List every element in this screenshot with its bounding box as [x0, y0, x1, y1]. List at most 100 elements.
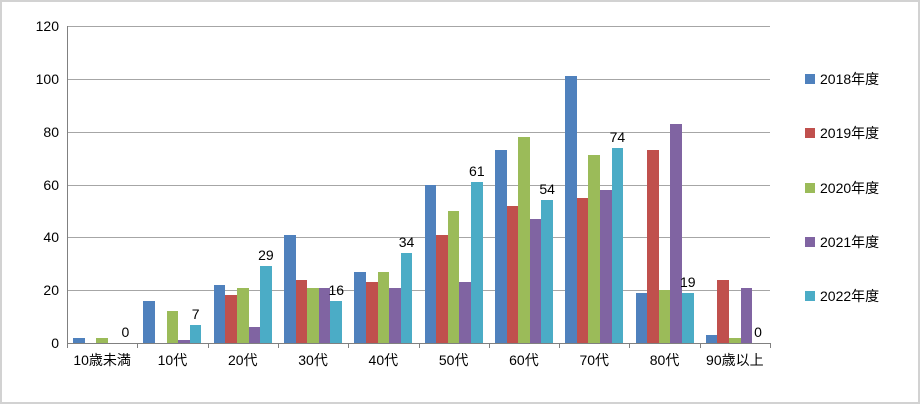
y-axis-tick-label: 20	[43, 282, 59, 299]
bar	[459, 282, 472, 343]
bar	[400, 253, 413, 343]
bar	[307, 287, 319, 343]
bar	[178, 340, 190, 343]
bar	[225, 295, 237, 343]
bar	[295, 279, 308, 343]
bar	[284, 234, 296, 343]
y-axis-tick-label: 80	[43, 123, 59, 140]
bar	[611, 147, 624, 343]
bar-value-label: 61	[469, 162, 485, 179]
legend-color-swatch	[805, 182, 815, 193]
bar	[166, 311, 179, 343]
gridline	[67, 184, 770, 186]
legend-color-swatch	[805, 291, 815, 302]
legend-color-swatch	[805, 74, 815, 84]
bar	[377, 271, 390, 343]
bar	[647, 150, 659, 343]
x-axis-category-label: 90歳以上	[706, 352, 764, 368]
bar	[529, 218, 542, 343]
legend-color-swatch	[805, 128, 815, 139]
legend-color-swatch	[805, 236, 815, 247]
bar-value-label: 7	[191, 305, 200, 322]
bar	[658, 290, 671, 343]
bar	[705, 335, 718, 343]
y-axis-line	[67, 26, 68, 343]
x-axis-tick	[277, 344, 279, 348]
legend-item: 2019年度	[805, 125, 879, 141]
legend-label: 2020年度	[820, 179, 880, 196]
bar	[354, 271, 366, 343]
bar	[600, 189, 612, 343]
x-axis-tick	[137, 344, 139, 348]
bar	[471, 181, 483, 343]
bar	[576, 197, 589, 343]
x-axis-category-label: 10歳未満	[73, 352, 131, 368]
bar	[635, 292, 648, 343]
bar	[541, 200, 553, 343]
bar	[494, 150, 507, 343]
x-axis-category-label: 20代	[227, 352, 258, 368]
legend-item: 2018年度	[805, 71, 879, 87]
bar-value-label: 0	[754, 324, 762, 340]
bar	[318, 287, 331, 343]
y-axis-tick-label: 100	[35, 70, 59, 87]
bar	[213, 284, 226, 343]
x-axis-tick	[348, 344, 350, 348]
bar-value-label: 0	[121, 324, 130, 340]
x-axis-category-label: 30代	[298, 352, 328, 368]
bar	[330, 300, 343, 343]
x-axis-category-label: 40代	[368, 352, 399, 368]
x-axis-tick	[418, 344, 420, 348]
bar	[729, 337, 741, 343]
bar	[236, 287, 249, 343]
y-axis-tick-label: 0	[51, 335, 59, 351]
x-axis-category-label: 70代	[579, 352, 610, 368]
gridline	[67, 26, 770, 27]
bar	[506, 205, 519, 343]
x-axis-line	[67, 343, 771, 344]
gridline	[67, 237, 770, 239]
legend-item: 2021年度	[805, 234, 879, 250]
x-axis-category-label: 80代	[649, 352, 680, 368]
bar	[588, 155, 601, 343]
bar	[447, 210, 460, 343]
bar-value-label: 29	[258, 247, 274, 264]
bar-value-label: 16	[328, 281, 345, 298]
bar	[189, 324, 202, 343]
x-axis-tick	[770, 344, 771, 348]
legend-label: 2021年度	[820, 233, 880, 250]
gridline	[67, 78, 770, 80]
bar	[389, 287, 401, 343]
bar	[365, 282, 378, 343]
gridline	[67, 131, 770, 133]
x-axis-tick	[207, 344, 209, 348]
bar	[518, 136, 530, 343]
bar	[740, 287, 753, 343]
bar-value-label: 74	[609, 128, 626, 145]
legend-item: 2022年度	[805, 288, 879, 304]
gridline	[67, 290, 770, 292]
x-axis-tick	[488, 344, 490, 348]
bar	[565, 76, 577, 343]
legend-label: 2018年度	[820, 71, 880, 87]
x-axis-category-label: 10代	[157, 352, 188, 368]
x-axis-category-label: 50代	[438, 352, 469, 368]
x-axis-tick	[67, 344, 68, 348]
bar-value-label: 54	[539, 181, 555, 198]
y-axis-tick-label: 40	[43, 229, 59, 246]
legend-item: 2020年度	[805, 180, 879, 196]
bar	[260, 266, 272, 343]
legend-label: 2019年度	[820, 125, 880, 142]
y-axis-tick-label: 60	[43, 176, 59, 193]
bar	[96, 337, 108, 343]
bar	[73, 337, 85, 343]
x-axis-tick	[629, 344, 631, 348]
x-axis-category-label: 60代	[509, 352, 539, 368]
bar	[248, 327, 261, 343]
legend-label: 2022年度	[820, 288, 880, 305]
x-axis-tick	[559, 344, 561, 348]
bar-value-label: 34	[398, 234, 415, 251]
bar	[424, 184, 437, 343]
y-axis-tick-label: 120	[35, 18, 59, 34]
